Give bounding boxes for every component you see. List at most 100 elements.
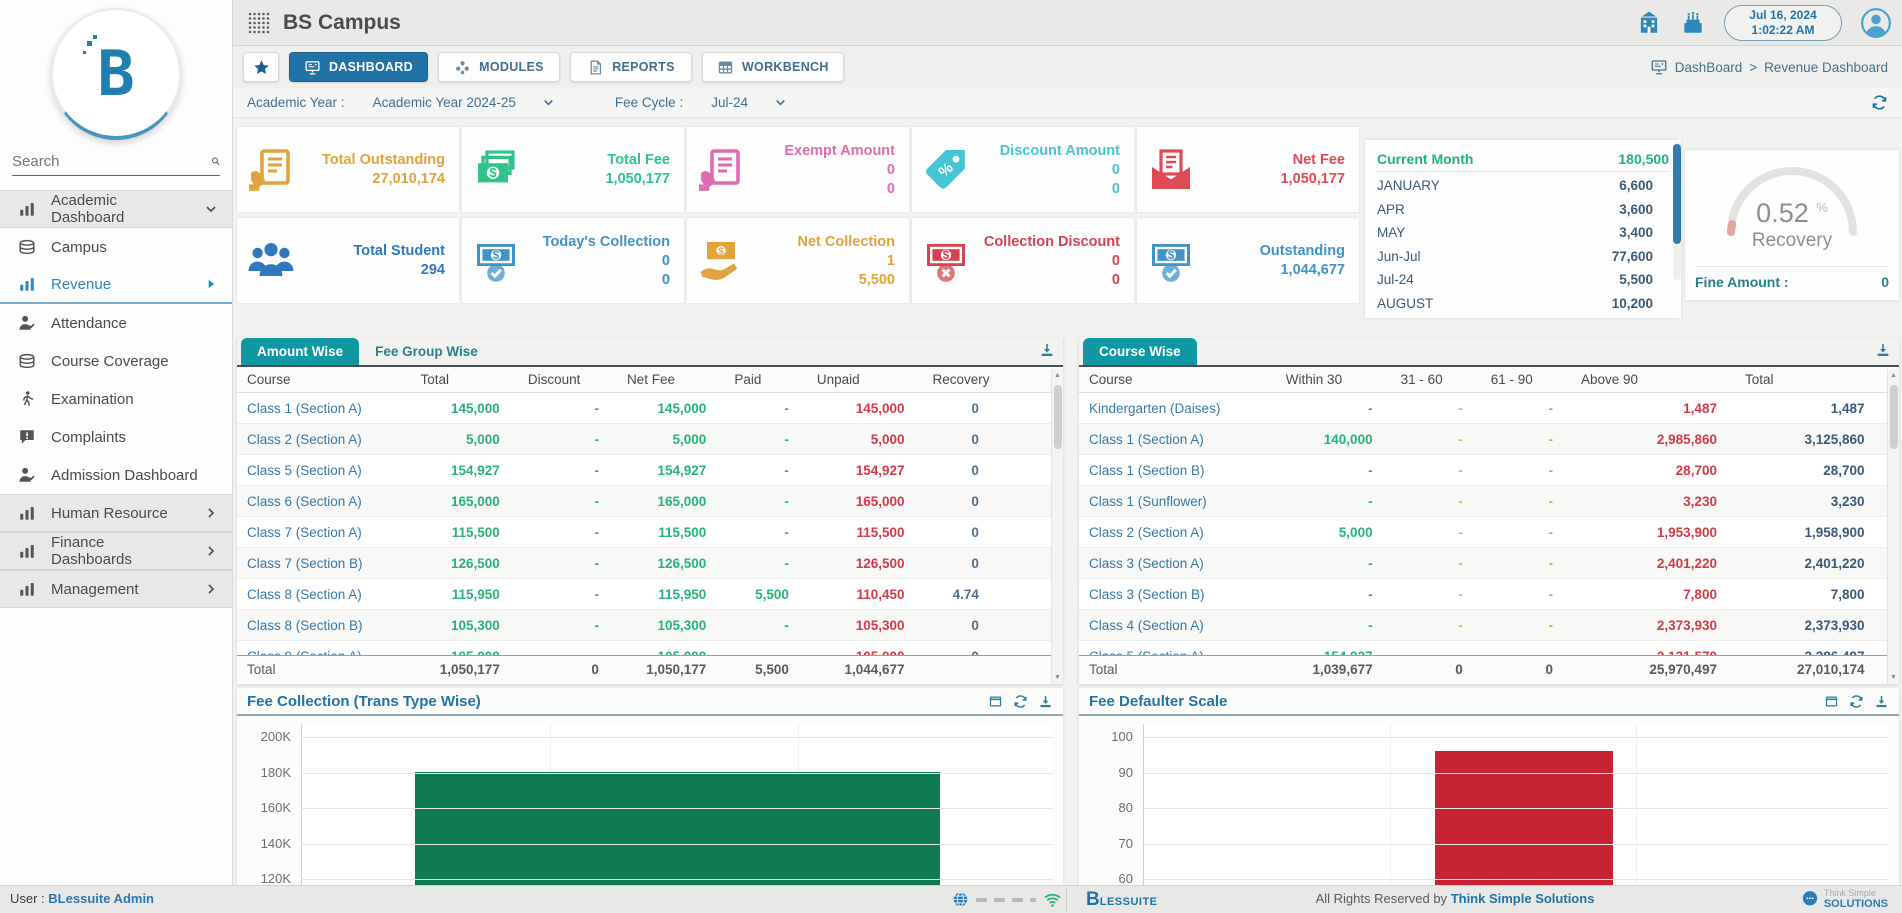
table-row[interactable]: Class 3 (Section B) - - - 7,800 7,800	[1079, 579, 1899, 610]
table-row[interactable]: Class 5 (Section A) 154,927 - 154,927 - 154,9…	[237, 455, 1063, 486]
nav-tab-workbench[interactable]: WORKBENCH	[701, 52, 844, 82]
sidebar-item-campus[interactable]: Campus	[0, 228, 232, 266]
month-value: 6,600	[1619, 178, 1653, 194]
tab-fee-group-wise[interactable]: Fee Group Wise	[375, 344, 478, 359]
column-header[interactable]: Within 30	[1285, 372, 1343, 387]
table-row[interactable]: Class 9 (Section A)105,000-105,000-105,0…	[237, 641, 1063, 655]
table-row[interactable]: Class 3 (Section A) - - - 2,401,220 2,401,220	[1079, 548, 1899, 579]
kpi-card-collection-discount[interactable]: $ Collection Discount 0 0	[912, 218, 1134, 303]
month-row: MAY 3,400	[1377, 221, 1669, 245]
table-row[interactable]: Class 7 (Section B) 126,500 - 126,500 - 126,5…	[237, 548, 1063, 579]
expand-icon[interactable]	[988, 694, 1003, 709]
table-row[interactable]: Class 8 (Section A) 115,950 - 115,950 5,500 1…	[237, 579, 1063, 610]
expand-icon[interactable]	[1824, 694, 1839, 709]
column-header[interactable]: Unpaid	[816, 372, 860, 387]
birthday-cake-icon[interactable]	[1680, 10, 1706, 36]
table-row[interactable]: Class 6 (Section A) 165,000 - 165,000 - 165,0…	[237, 486, 1063, 517]
kpi-card-total-outstanding[interactable]: Total Outstanding 27,010,174	[237, 127, 459, 212]
refresh-icon[interactable]	[1871, 94, 1888, 111]
value-cell: 154,927	[1276, 649, 1391, 656]
sidebar-item-management[interactable]: Management	[0, 570, 232, 608]
search-input[interactable]	[12, 152, 211, 170]
nav-tab-dashboard[interactable]: DASHBOARD	[289, 52, 428, 82]
refresh-icon[interactable]	[1849, 694, 1864, 709]
user-avatar[interactable]	[1860, 7, 1892, 39]
kpi-text: Collection Discount 0 0	[970, 232, 1120, 290]
sidebar-item-attendance[interactable]: Attendance	[0, 304, 232, 342]
tab-amount-wise[interactable]: Amount Wise	[241, 338, 360, 365]
favorites-button[interactable]	[243, 52, 279, 82]
column-header[interactable]: Course	[1089, 372, 1133, 387]
table-row[interactable]: Class 7 (Section A) 115,500 - 115,500 - 115,5…	[237, 517, 1063, 548]
table-row[interactable]: Class 1 (Section A) 145,000 - 145,000 - 145,0…	[237, 393, 1063, 424]
column-header[interactable]: Above 90	[1580, 372, 1639, 387]
chart-bar[interactable]	[414, 771, 941, 885]
search-icon[interactable]	[211, 152, 220, 170]
column-header[interactable]: Course	[247, 372, 291, 387]
value-cell: 0	[971, 617, 979, 633]
amount-table-scrollbar[interactable]: ▲ ▼	[1051, 369, 1063, 684]
value-cell: 0	[971, 400, 979, 416]
table-row[interactable]: Class 1 (Sunflower) - - - 3,230 3,230	[1079, 486, 1899, 517]
column-header[interactable]: Total	[1744, 372, 1774, 387]
month-scrollbar[interactable]	[1673, 142, 1681, 280]
sidebar-item-academic-dashboard[interactable]: Academic Dashboard	[0, 190, 232, 228]
chart-bar[interactable]	[1434, 751, 1614, 885]
nav-tab-reports[interactable]: REPORTS	[569, 52, 692, 82]
table-row[interactable]: Class 1 (Section A) 140,000 - - 2,985,860 3,1…	[1079, 424, 1899, 455]
table-row[interactable]: Class 4 (Section A) - - - 2,373,930 2,373,930	[1079, 610, 1899, 641]
sidebar-item-examination[interactable]: Examination	[0, 380, 232, 418]
nav-tab-icon	[717, 59, 734, 76]
table-row[interactable]: Class 1 (Section B) - - - 28,700 28,700	[1079, 455, 1899, 486]
value-cell: -	[784, 431, 789, 447]
column-header[interactable]: 61 - 90	[1490, 372, 1533, 387]
sidebar-item-human-resource[interactable]: Human Resource	[0, 494, 232, 532]
table-row[interactable]: Class 2 (Section A) 5,000 - - 1,953,900 1,958…	[1079, 517, 1899, 548]
kpi-card-discount-amount[interactable]: % Discount Amount 0 0	[912, 127, 1134, 212]
sidebar-item-label: Revenue	[51, 275, 112, 293]
kpi-card-exempt-amount[interactable]: Exempt Amount 0 0	[687, 127, 909, 212]
sidebar-item-course-coverage[interactable]: Course Coverage	[0, 342, 232, 380]
kpi-card-today-s-collection[interactable]: $ Today's Collection 0 0	[462, 218, 684, 303]
sidebar-item-admission-dashboard[interactable]: Admission Dashboard	[0, 456, 232, 494]
table-row[interactable]: Class 2 (Section A) 5,000 - 5,000 - 5,000 0	[237, 424, 1063, 455]
nav-tab-modules[interactable]: MODULES	[437, 52, 560, 82]
sidebar-item-finance-dashboards[interactable]: Finance Dashboards	[0, 532, 232, 570]
value-cell: 154,927	[451, 462, 500, 478]
column-header[interactable]: 31 - 60	[1400, 372, 1443, 387]
table-row[interactable]: Kindergarten (Daises) - - - 1,487 1,487	[1079, 393, 1899, 424]
kpi-card-outstanding[interactable]: $ Outstanding 1,044,677	[1137, 218, 1359, 303]
kpi-card-net-fee[interactable]: Net Fee 1,050,177	[1137, 127, 1359, 212]
download-icon[interactable]	[1039, 342, 1055, 358]
academic-year-select[interactable]: Academic Year 2024-25	[373, 95, 555, 110]
sidebar-item-complaints[interactable]: Complaints	[0, 418, 232, 456]
column-header[interactable]: Total	[420, 372, 449, 387]
kpi-card-net-collection[interactable]: $ Net Collection 1 5,500	[687, 218, 909, 303]
table-row[interactable]: Class 8 (Section B) 105,300 - 105,300 - 105,3…	[237, 610, 1063, 641]
column-header[interactable]: Discount	[527, 372, 581, 387]
column-header[interactable]: Paid	[734, 372, 762, 387]
column-header[interactable]: Net Fee	[626, 372, 675, 387]
course-table-scrollbar[interactable]: ▲ ▼	[1887, 369, 1899, 684]
download-icon[interactable]	[1874, 694, 1889, 709]
value-cell: 1,953,900	[1656, 524, 1717, 540]
download-icon[interactable]	[1875, 342, 1891, 358]
grid-menu-icon[interactable]	[247, 11, 271, 35]
sidebar-item-revenue[interactable]: Revenue	[0, 266, 232, 304]
value-cell: 2,373,930	[1804, 617, 1865, 633]
breadcrumb-root[interactable]: DashBoard	[1674, 59, 1743, 75]
column-header[interactable]: Recovery	[932, 372, 990, 387]
table-row[interactable]: Class 5 (Section A)154,927--2,131,5702,2…	[1079, 641, 1899, 655]
barchart-icon	[18, 542, 36, 560]
globe-icon[interactable]	[952, 891, 969, 908]
kpi-card-total-student[interactable]: Total Student 294	[237, 218, 459, 303]
tab-course-wise[interactable]: Course Wise	[1083, 338, 1197, 365]
refresh-icon[interactable]	[1013, 694, 1028, 709]
fee-cycle-select[interactable]: Jul-24	[711, 95, 787, 110]
barchart-icon	[18, 580, 36, 598]
layers-icon	[18, 238, 36, 256]
campus-building-icon[interactable]	[1636, 10, 1662, 36]
rights-brand[interactable]: Think Simple Solutions	[1450, 891, 1595, 906]
download-icon[interactable]	[1038, 694, 1053, 709]
kpi-card-total-fee[interactable]: $ Total Fee 1,050,177	[462, 127, 684, 212]
